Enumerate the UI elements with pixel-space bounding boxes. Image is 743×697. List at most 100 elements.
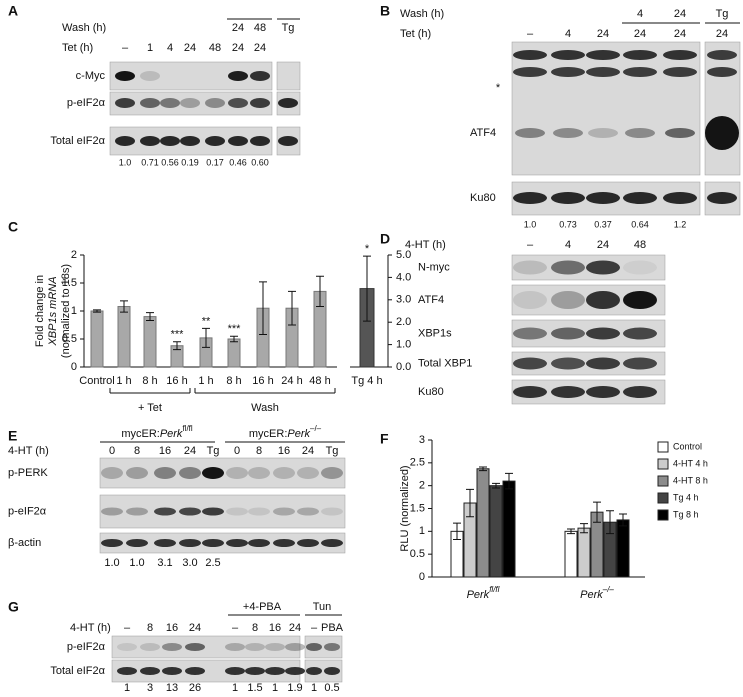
blot-band xyxy=(115,136,135,146)
label: 1.9 xyxy=(287,682,302,692)
blot-band xyxy=(245,643,265,651)
label: 1 xyxy=(147,42,153,54)
label: Total eIF2α xyxy=(50,135,105,147)
label: 1.2 xyxy=(674,219,687,229)
x-tick-label: Perkfl/fl xyxy=(467,585,500,601)
blot-band xyxy=(285,643,305,651)
label: 48 xyxy=(254,22,266,34)
y-tick-label: 2 xyxy=(419,480,425,492)
label: 4 xyxy=(565,239,571,251)
panel-letter: F xyxy=(380,431,389,447)
blot-band xyxy=(140,136,160,146)
label: 24 xyxy=(189,622,201,634)
blot-band xyxy=(513,386,547,398)
label: 4 xyxy=(565,28,571,40)
blot-band xyxy=(513,50,547,60)
blot-band xyxy=(513,327,547,340)
blot-band xyxy=(205,136,225,146)
blot-band xyxy=(665,128,695,138)
label: Tet (h) xyxy=(400,28,431,40)
error-bar xyxy=(466,488,474,518)
blot-band xyxy=(248,467,270,479)
label: 0.60 xyxy=(251,157,269,167)
error-bar xyxy=(593,501,601,523)
panel-letter: C xyxy=(8,219,18,235)
blot-band xyxy=(623,260,657,275)
label: Wash (h) xyxy=(400,8,444,20)
legend-swatch xyxy=(657,475,669,487)
label: 1 xyxy=(232,682,238,692)
blot xyxy=(304,635,343,659)
legend-swatch xyxy=(657,458,669,470)
error-bar xyxy=(479,466,487,472)
blot-band xyxy=(513,67,547,77)
blot-band xyxy=(248,539,270,547)
label: Ku80 xyxy=(418,386,444,398)
label: 16 xyxy=(278,445,290,457)
group-header: mycER:Perk–/– xyxy=(249,424,322,440)
label: PBA xyxy=(321,622,344,634)
blot-band xyxy=(228,71,248,81)
blot-band xyxy=(324,667,340,675)
error-bar xyxy=(619,513,627,527)
label: 24 xyxy=(232,42,244,54)
label: 16 xyxy=(166,622,178,634)
blot-band xyxy=(250,136,270,146)
label: 0 xyxy=(109,445,115,457)
blot-band xyxy=(162,667,182,675)
label: p-PERK xyxy=(8,467,48,479)
y-tick-label: 2.5 xyxy=(410,457,425,469)
blot-band xyxy=(160,136,180,146)
blot xyxy=(111,635,301,659)
label: 24 xyxy=(232,22,244,34)
label: 1 xyxy=(124,682,130,692)
blot-band xyxy=(551,386,585,398)
blot-band xyxy=(179,467,201,479)
label: – xyxy=(527,28,534,40)
label: 0 xyxy=(234,445,240,457)
label: ATF4 xyxy=(418,294,444,306)
label: 24 xyxy=(674,28,686,40)
error-bar xyxy=(505,472,513,490)
label: Wash xyxy=(251,402,279,414)
y-axis-label: (normalized to 18s) xyxy=(60,264,72,358)
blot-band xyxy=(707,67,737,77)
label: p-eIF2α xyxy=(67,641,106,653)
panel-letter: B xyxy=(380,3,390,19)
label: 16 xyxy=(159,445,171,457)
blot-band xyxy=(228,98,248,108)
bar xyxy=(564,530,578,578)
significance: *** xyxy=(171,329,185,341)
panel-letter: D xyxy=(380,231,390,247)
label: 3.1 xyxy=(157,557,172,569)
blot-band xyxy=(623,67,657,77)
blot-band xyxy=(250,71,270,81)
label: Total XBP1 xyxy=(418,357,472,369)
y-tick-label: 0.5 xyxy=(62,333,77,345)
blot-band xyxy=(321,467,343,479)
label: 24 xyxy=(289,622,301,634)
y-tick-label: 0 xyxy=(419,571,425,583)
label: +4-PBA xyxy=(243,601,282,613)
label: 1.0 xyxy=(119,157,132,167)
blot xyxy=(704,41,741,176)
label: 48 xyxy=(634,239,646,251)
text: Perk xyxy=(467,589,490,601)
label: 0.73 xyxy=(559,219,577,229)
text: –/– xyxy=(310,424,322,433)
legend-label: Tg 8 h xyxy=(673,509,699,519)
x-tick-label: 1 h xyxy=(116,375,131,387)
group-header: mycER:Perkfl/fl xyxy=(121,424,193,440)
blot-band xyxy=(226,467,248,479)
y-tick-label: 1.5 xyxy=(410,502,425,514)
blot-band xyxy=(205,98,225,108)
error-bar xyxy=(453,522,461,541)
blot-band xyxy=(265,643,285,651)
blot-band xyxy=(586,291,620,309)
label: XBP1s xyxy=(418,327,452,339)
blot-band xyxy=(226,507,248,516)
blot-band xyxy=(117,667,137,675)
label: 8 xyxy=(252,622,258,634)
blot xyxy=(99,494,346,529)
blot-band xyxy=(160,98,180,108)
